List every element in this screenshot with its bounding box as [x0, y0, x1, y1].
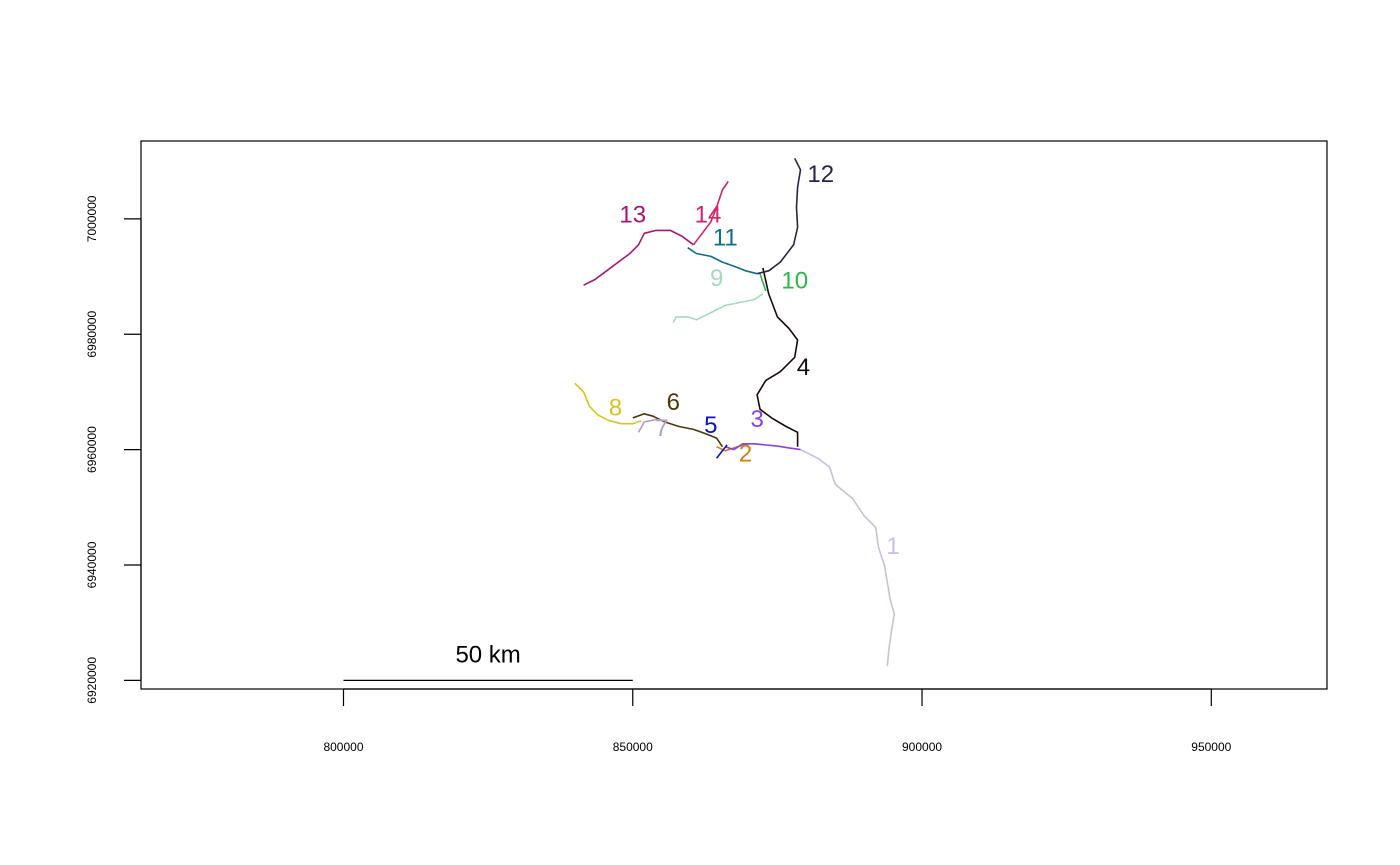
river-segment-11 [687, 247, 758, 275]
river-segment-8 [574, 382, 642, 425]
y-tick-label: 6940000 [85, 541, 99, 588]
river-segment-1 [800, 448, 896, 666]
segment-label-14: 14 [695, 201, 722, 228]
y-tick-label: 6980000 [85, 311, 99, 358]
segment-label-3: 3 [750, 406, 763, 433]
segment-label-1: 1 [886, 533, 899, 560]
river-segment-4 [756, 267, 799, 447]
series-layer [574, 157, 896, 666]
y-tick-label: 6920000 [85, 657, 99, 704]
segment-label-9: 9 [710, 265, 723, 292]
river-segment-10 [759, 273, 767, 292]
segment-label-8: 8 [609, 395, 622, 422]
segment-label-12: 12 [807, 161, 834, 188]
segment-label-4: 4 [797, 354, 810, 381]
segment-label-11: 11 [713, 224, 738, 251]
segment-label-6: 6 [667, 389, 680, 416]
scale-bar: 50 km [343, 641, 633, 681]
river-segment-12 [756, 157, 802, 275]
segment-label-7: 7 [655, 415, 668, 442]
x-tick-label: 800000 [323, 740, 363, 754]
river-segment-3 [725, 442, 801, 451]
river-segment-2 [716, 443, 749, 452]
segment-label-10: 10 [781, 268, 808, 295]
x-tick-label: 850000 [613, 740, 653, 754]
river-segment-14 [692, 180, 729, 246]
y-tick-label: 6960000 [85, 426, 99, 473]
plot-frame [140, 140, 1328, 690]
river-segment-5 [715, 444, 728, 459]
scale-bar-label: 50 km [455, 641, 520, 668]
x-axis: 800000 850000 900000 950000 [323, 688, 1232, 754]
y-axis: 6920000 6940000 6960000 6980000 7000000 [85, 195, 142, 704]
river-segment-13 [583, 229, 694, 286]
river-segment-9 [672, 293, 764, 324]
segment-label-2: 2 [739, 441, 752, 468]
river-segment-6 [632, 412, 724, 448]
segment-label-5: 5 [704, 412, 717, 439]
y-tick-label: 7000000 [85, 195, 99, 242]
segment-label-13: 13 [619, 201, 646, 228]
river-segment-7 [637, 418, 668, 433]
x-tick-label: 900000 [902, 740, 942, 754]
x-tick-label: 950000 [1191, 740, 1231, 754]
